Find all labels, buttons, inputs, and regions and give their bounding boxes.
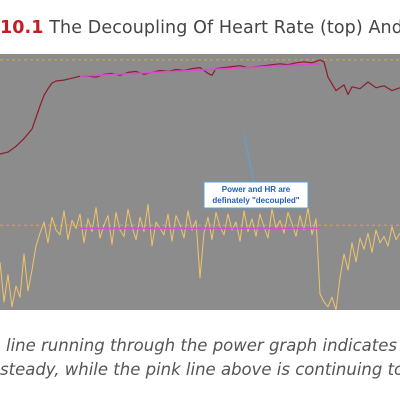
heart-rate-line <box>0 59 400 155</box>
figure-caption: line running through the power graph ind… <box>0 334 400 382</box>
figure-title: 10.1 The Decoupling Of Heart Rate (top) … <box>0 18 400 48</box>
decoupling-chart: Power and HR are definately "decoupled" <box>0 54 400 310</box>
figure-title-text: The Decoupling Of Heart Rate (top) And P… <box>49 18 400 38</box>
annotation-line-1: Power and HR are <box>222 185 291 194</box>
caption-line-1: line running through the power graph ind… <box>6 336 400 355</box>
plot-background <box>0 54 400 310</box>
annotation: Power and HR are definately "decoupled" <box>203 133 309 209</box>
figure-number: 10.1 <box>0 18 44 38</box>
power-line <box>0 203 400 310</box>
annotation-line-2: definately "decoupled" <box>212 196 299 205</box>
chart-area: Power and HR are definately "decoupled" <box>0 54 400 310</box>
caption-line-2: steady, while the pink line above is con… <box>0 360 400 379</box>
annotation-box <box>203 181 309 209</box>
annotation-leader-line <box>243 133 255 185</box>
series-layer <box>0 59 400 310</box>
hr-trend-line <box>79 63 321 77</box>
